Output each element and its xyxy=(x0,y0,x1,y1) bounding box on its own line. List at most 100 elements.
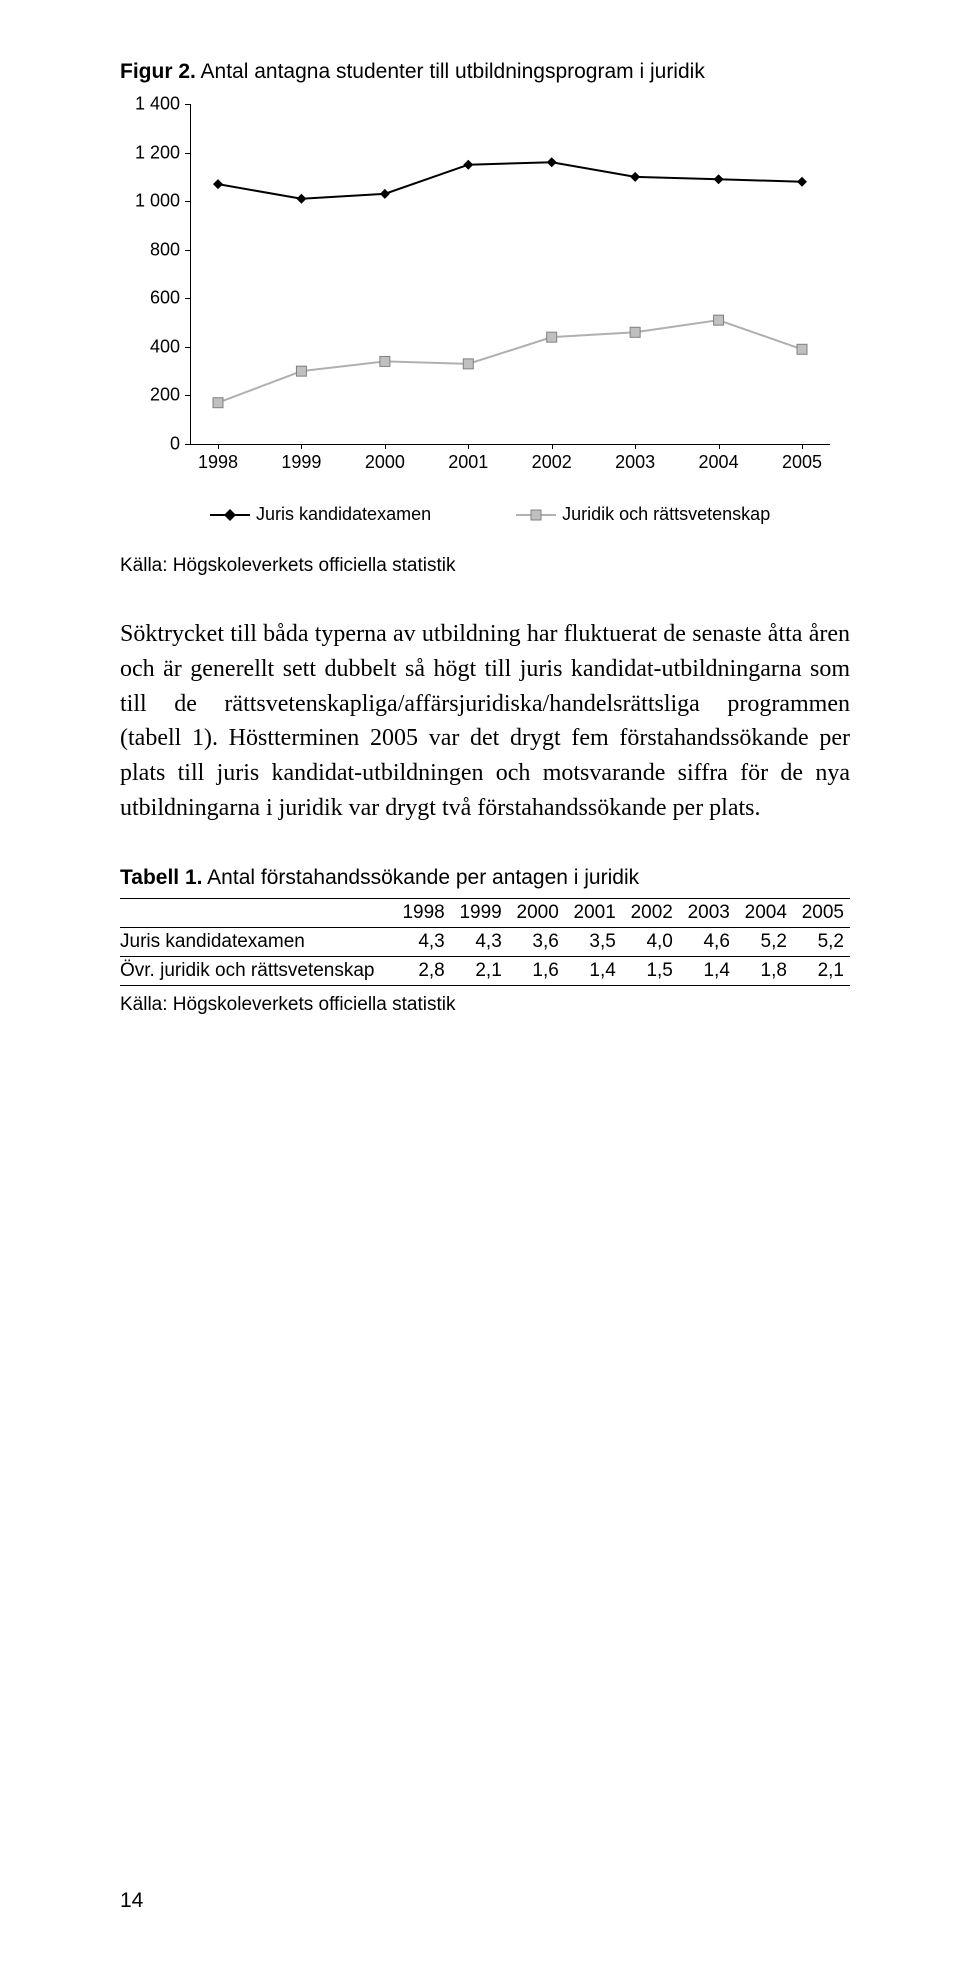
x-tick-label: 2000 xyxy=(365,452,405,473)
chart-container: 02004006008001 0001 2001 400199819992000… xyxy=(130,104,830,525)
table-row: Juris kandidatexamen4,34,33,63,54,04,65,… xyxy=(120,927,850,956)
data-marker xyxy=(714,174,724,184)
table-header-cell: 2001 xyxy=(565,898,622,927)
table-header-row: 19981999200020012002200320042005 xyxy=(120,898,850,927)
chart-svg xyxy=(190,104,830,444)
table-header-cell: 1999 xyxy=(451,898,508,927)
x-tick-label: 2005 xyxy=(782,452,822,473)
x-tick xyxy=(301,444,302,449)
x-tick-label: 2001 xyxy=(448,452,488,473)
table-cell: 4,3 xyxy=(394,927,451,956)
table-header-cell xyxy=(120,898,394,927)
series-line xyxy=(218,320,802,403)
table-header-cell: 2003 xyxy=(679,898,736,927)
y-tick xyxy=(185,395,190,396)
data-marker xyxy=(797,344,807,354)
table-cell: 1,5 xyxy=(622,956,679,985)
table-cell: 5,2 xyxy=(793,927,850,956)
data-marker xyxy=(463,160,473,170)
data-marker xyxy=(463,359,473,369)
x-tick-label: 2004 xyxy=(699,452,739,473)
data-marker xyxy=(296,194,306,204)
chart-legend: Juris kandidatexamen Juridik och rättsve… xyxy=(210,504,830,525)
table-cell: 3,5 xyxy=(565,927,622,956)
data-marker xyxy=(213,179,223,189)
table-header-cell: 2004 xyxy=(736,898,793,927)
x-tick xyxy=(719,444,720,449)
legend-swatch xyxy=(516,514,556,516)
y-tick xyxy=(185,153,190,154)
legend-label: Juris kandidatexamen xyxy=(256,504,431,525)
figure-label: Figur 2. xyxy=(120,60,196,83)
table-header-cell: 2000 xyxy=(508,898,565,927)
y-tick xyxy=(185,201,190,202)
y-tick-label: 200 xyxy=(130,385,180,406)
y-tick-label: 800 xyxy=(130,239,180,260)
y-tick xyxy=(185,250,190,251)
x-tick xyxy=(552,444,553,449)
data-marker xyxy=(714,315,724,325)
line-chart: 02004006008001 0001 2001 400199819992000… xyxy=(190,104,830,484)
table-header-cell: 2005 xyxy=(793,898,850,927)
data-table: 19981999200020012002200320042005 Juris k… xyxy=(120,898,850,986)
y-tick xyxy=(185,444,190,445)
figure-title: Figur 2. Antal antagna studenter till ut… xyxy=(120,60,850,84)
data-marker xyxy=(380,356,390,366)
x-tick xyxy=(385,444,386,449)
data-marker xyxy=(547,332,557,342)
table-row: Övr. juridik och rättsvetenskap2,82,11,6… xyxy=(120,956,850,985)
table-header-cell: 1998 xyxy=(394,898,451,927)
table-header-cell: 2002 xyxy=(622,898,679,927)
table-cell: 2,1 xyxy=(451,956,508,985)
table-body: Juris kandidatexamen4,34,33,63,54,04,65,… xyxy=(120,927,850,985)
table-cell: 5,2 xyxy=(736,927,793,956)
x-tick xyxy=(468,444,469,449)
x-tick-label: 1999 xyxy=(281,452,321,473)
data-marker xyxy=(547,157,557,167)
legend-item: Juridik och rättsvetenskap xyxy=(516,504,770,525)
data-marker xyxy=(380,189,390,199)
table-cell: Övr. juridik och rättsvetenskap xyxy=(120,956,394,985)
y-tick xyxy=(185,104,190,105)
data-marker xyxy=(296,366,306,376)
table-label: Tabell 1. xyxy=(120,866,202,889)
y-tick xyxy=(185,347,190,348)
x-axis xyxy=(190,444,830,445)
y-tick xyxy=(185,298,190,299)
x-tick xyxy=(218,444,219,449)
legend-swatch xyxy=(210,514,250,516)
legend-item: Juris kandidatexamen xyxy=(210,504,431,525)
table-cell: 1,8 xyxy=(736,956,793,985)
y-tick-label: 1 200 xyxy=(130,142,180,163)
series-line xyxy=(218,162,802,198)
table-cell: 2,1 xyxy=(793,956,850,985)
table-cell: 1,6 xyxy=(508,956,565,985)
y-tick-label: 0 xyxy=(130,434,180,455)
table-cell: 4,3 xyxy=(451,927,508,956)
table-caption: Antal förstahandssökande per antagen i j… xyxy=(207,866,639,889)
table-cell: 1,4 xyxy=(679,956,736,985)
x-tick-label: 1998 xyxy=(198,452,238,473)
table-cell: 4,6 xyxy=(679,927,736,956)
y-tick-label: 1 000 xyxy=(130,191,180,212)
y-tick-label: 400 xyxy=(130,336,180,357)
table-cell: 4,0 xyxy=(622,927,679,956)
data-marker xyxy=(630,327,640,337)
page-number: 14 xyxy=(120,1889,143,1913)
x-tick xyxy=(802,444,803,449)
x-tick-label: 2002 xyxy=(532,452,572,473)
table-cell: Juris kandidatexamen xyxy=(120,927,394,956)
x-tick-label: 2003 xyxy=(615,452,655,473)
x-tick xyxy=(635,444,636,449)
y-tick-label: 600 xyxy=(130,288,180,309)
data-marker xyxy=(797,177,807,187)
legend-label: Juridik och rättsvetenskap xyxy=(562,504,770,525)
table-cell: 1,4 xyxy=(565,956,622,985)
diamond-icon xyxy=(224,509,236,521)
table-title: Tabell 1. Antal förstahandssökande per a… xyxy=(120,866,850,890)
figure-source: Källa: Högskoleverkets officiella statis… xyxy=(120,555,850,577)
body-paragraph: Söktrycket till båda typerna av utbildni… xyxy=(120,617,850,826)
table-source: Källa: Högskoleverkets officiella statis… xyxy=(120,994,850,1016)
data-marker xyxy=(213,398,223,408)
figure-caption: Antal antagna studenter till utbildnings… xyxy=(201,60,705,83)
